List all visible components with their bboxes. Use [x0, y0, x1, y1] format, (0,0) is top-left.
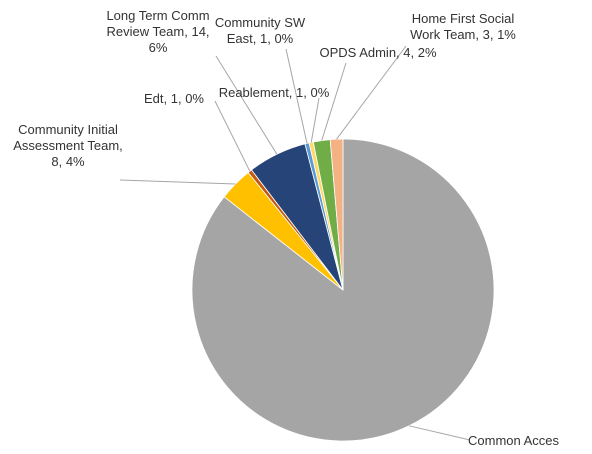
slice-labels: Common Acces Community Initial Assessment … [13, 8, 559, 448]
pie-slice-home-first-social-work-team [329, 138, 344, 291]
pie-slices [191, 138, 495, 442]
slice-label-opds-admin: OPDS Admin, 4, 2% [319, 45, 436, 60]
leader-line-home-first-social-work-team [336, 45, 407, 140]
slice-label-community-initial-assessment-team: Community Initial Assessment Team, 8, 4% [13, 122, 123, 169]
leader-line-community-initial-assessment-team [119, 179, 236, 185]
leader-line-common-access [408, 425, 471, 441]
leader-line-edt [214, 100, 251, 172]
slice-label-reablement: Reablement, 1, 0% [219, 85, 330, 100]
slice-label-edt: Edt, 1, 0% [144, 91, 204, 106]
leader-line-opds-admin [321, 62, 347, 141]
leader-line-reablement [310, 97, 320, 143]
leader-line-community-sw-east [285, 48, 308, 144]
slice-label-common-access: Common Acces [468, 433, 560, 448]
slice-label-long-term-community-review-team: Long Term Comm Review Team, 14, 6% [106, 8, 209, 55]
leader-line-long-term-community-review-team [215, 55, 278, 155]
leader-lines [119, 45, 471, 441]
slice-label-community-sw-east: Community SW East, 1, 0% [215, 15, 306, 46]
slice-label-home-first-social-work-team: Home First Social Work Team, 3, 1% [410, 11, 516, 42]
